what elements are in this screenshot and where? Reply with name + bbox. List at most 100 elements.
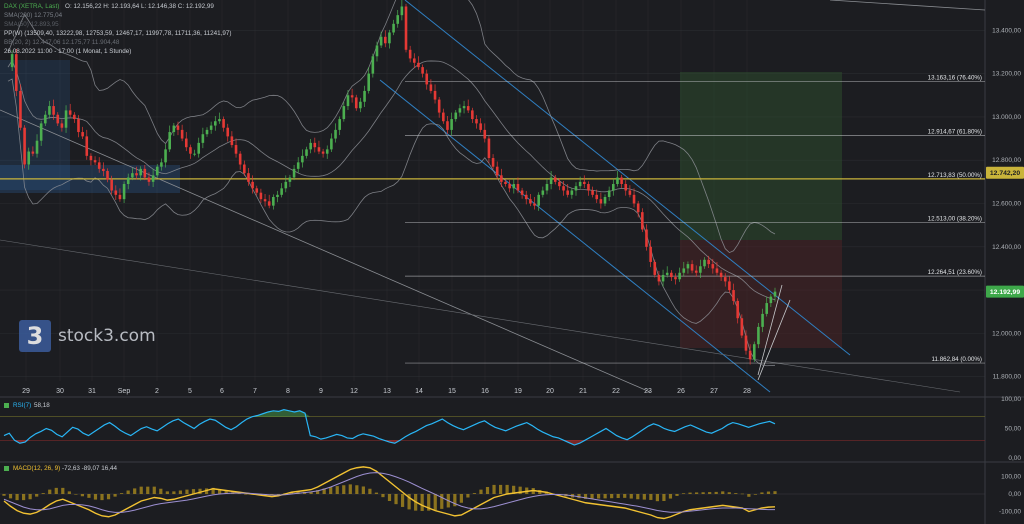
macd-histogram-bar bbox=[577, 494, 581, 499]
candle-body bbox=[529, 199, 532, 204]
x-tick-label: 22 bbox=[612, 388, 620, 395]
macd-histogram-bar bbox=[420, 494, 424, 511]
y-tick-label: 12.000,00 bbox=[992, 330, 1021, 337]
candle-body bbox=[172, 125, 176, 133]
candle-body bbox=[719, 272, 723, 278]
candle-body bbox=[558, 181, 561, 187]
candle-body bbox=[400, 6, 404, 16]
candle-body bbox=[711, 264, 715, 269]
candle-body bbox=[371, 56, 375, 74]
candle-body bbox=[425, 73, 429, 85]
macd-histogram-bar bbox=[485, 487, 490, 494]
stock3-watermark: 3 stock3.com bbox=[19, 320, 156, 352]
candle-body bbox=[462, 106, 466, 109]
candle-body bbox=[118, 194, 122, 200]
macd-histogram-bar bbox=[120, 493, 124, 494]
candle-body bbox=[674, 277, 677, 280]
candle-body bbox=[375, 45, 379, 57]
trendline-top bbox=[829, 0, 986, 11]
ohlc-readout: O: 12.156,22 H: 12.193,64 L: 12.146,38 C… bbox=[65, 3, 214, 10]
candle-body bbox=[321, 151, 325, 154]
rsi-line bbox=[3, 408, 776, 446]
candle-body bbox=[205, 129, 209, 135]
candle-body bbox=[222, 119, 225, 128]
macd-histogram-bar bbox=[400, 494, 405, 507]
candle-body bbox=[657, 274, 661, 282]
candle-body bbox=[213, 121, 217, 126]
period-label: (1 Monat, 1 Stunde) bbox=[75, 48, 132, 55]
stock3-logo-mark: 3 bbox=[19, 320, 51, 352]
candle-body bbox=[454, 112, 458, 120]
macd-histogram-bar bbox=[583, 494, 588, 499]
candle-body bbox=[313, 142, 317, 148]
candle-body bbox=[396, 15, 400, 24]
candle-body bbox=[690, 264, 694, 271]
sma200-legend: SMA(200) 12.775,04 bbox=[4, 11, 62, 20]
candle-body bbox=[541, 190, 545, 195]
macd-histogram-bar bbox=[498, 484, 503, 494]
macd-histogram-bar bbox=[479, 489, 483, 494]
candle-body bbox=[487, 138, 491, 159]
macd-histogram-bar bbox=[492, 484, 496, 494]
macd-histogram-bar bbox=[773, 491, 777, 494]
candle-body bbox=[226, 127, 230, 137]
candle-body bbox=[728, 281, 731, 291]
candle-body bbox=[761, 313, 764, 327]
candle-body bbox=[201, 134, 205, 143]
candle-body bbox=[160, 162, 163, 167]
fib-label: 12.914,67 (61.80%) bbox=[928, 128, 982, 135]
candle-body bbox=[89, 155, 93, 161]
candle-body bbox=[102, 168, 105, 172]
x-tick-label: 23 bbox=[644, 388, 652, 395]
candle-body bbox=[68, 110, 72, 115]
candle-body bbox=[433, 90, 437, 100]
candle-body bbox=[77, 119, 80, 133]
candle-body bbox=[483, 129, 487, 139]
candle-body bbox=[649, 246, 652, 262]
macd-histogram-bar bbox=[211, 487, 215, 494]
macd-histogram-bar bbox=[61, 487, 65, 494]
candle-body bbox=[251, 181, 254, 189]
price-tag-box bbox=[986, 166, 1024, 179]
fib-label: 13.163,16 (76.40%) bbox=[928, 75, 982, 82]
candle-body bbox=[280, 188, 283, 195]
candle-body bbox=[272, 196, 275, 206]
macd-histogram-bar bbox=[178, 490, 183, 494]
y-tick-label: 12.600,00 bbox=[992, 200, 1021, 207]
candle-body bbox=[458, 108, 462, 113]
candle-body bbox=[491, 158, 495, 167]
macd-histogram-bar bbox=[329, 487, 333, 494]
macd-histogram-bar bbox=[361, 486, 365, 494]
signal-line bbox=[3, 472, 775, 513]
candle-body bbox=[421, 67, 424, 74]
x-tick-label: 6 bbox=[220, 388, 224, 395]
candle-body bbox=[218, 119, 221, 122]
macd-histogram-bar bbox=[28, 494, 32, 500]
sma50-legend: SMA(50) 12.893,95 bbox=[4, 20, 59, 29]
macd-histogram-bar bbox=[629, 494, 633, 499]
macd-histogram-bar bbox=[381, 494, 385, 498]
date-range: 26.08.2022 11:00 - 17:00 bbox=[4, 48, 74, 55]
candle-body bbox=[612, 184, 615, 191]
candle-body bbox=[566, 190, 570, 195]
macd-histogram-bar bbox=[453, 494, 457, 507]
candle-body bbox=[645, 229, 648, 247]
candle-body bbox=[520, 190, 524, 195]
candle-body bbox=[599, 199, 603, 204]
fib-label: 11.862,84 (0.00%) bbox=[932, 356, 982, 363]
chart-overlays bbox=[0, 0, 986, 393]
macd-histogram-bar bbox=[727, 492, 731, 494]
macd-histogram-bar bbox=[433, 494, 437, 511]
candle-body bbox=[346, 95, 350, 107]
macd-histogram-bar bbox=[185, 489, 189, 494]
rsi-title: RSI(7) bbox=[13, 402, 31, 409]
candle-body bbox=[60, 123, 64, 128]
candle-body bbox=[309, 142, 312, 150]
macd-histogram-bar bbox=[623, 494, 627, 498]
x-tick-label: 19 bbox=[514, 388, 522, 395]
candle-body bbox=[330, 138, 333, 150]
macd-histogram-bar bbox=[87, 494, 91, 498]
x-tick-label: 27 bbox=[710, 388, 718, 395]
candle-body bbox=[10, 54, 14, 68]
macd-histogram-bar bbox=[505, 484, 509, 494]
